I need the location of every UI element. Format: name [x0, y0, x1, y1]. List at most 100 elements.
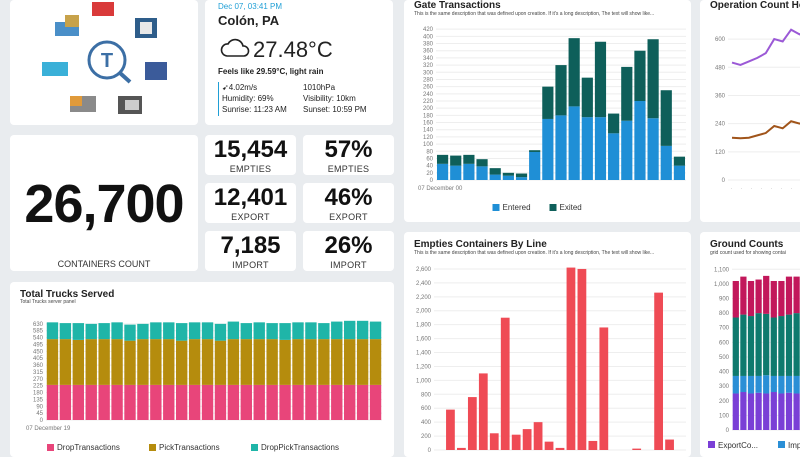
bar-segment: [785, 392, 793, 430]
bar-segment: [542, 118, 554, 180]
legend-label: DropTransactions: [57, 443, 120, 452]
bar-segment: [529, 151, 541, 180]
y-tick-label: 2,400: [416, 281, 432, 287]
bar-segment: [502, 175, 514, 180]
weather-sunset: Sunset: 10:59 PM: [303, 105, 367, 114]
bar-segment: [85, 339, 97, 385]
bar-segment: [621, 120, 633, 180]
legend-swatch: [549, 204, 557, 211]
bar-segment: [793, 375, 800, 394]
y-tick-label: 280: [423, 77, 434, 83]
stat-label: EXPORT: [329, 212, 368, 222]
y-tick-label: 585: [33, 329, 44, 335]
bar: [555, 447, 565, 450]
y-tick-label: 45: [36, 411, 43, 417]
bar-segment: [292, 322, 304, 340]
bar-segment: [344, 339, 356, 385]
y-tick-label: 540: [33, 336, 44, 342]
bar: [566, 267, 576, 450]
bar-segment: [266, 384, 278, 420]
bar-segment: [46, 384, 59, 420]
x-tick-label: ·: [759, 186, 765, 192]
y-tick-label: 2,600: [416, 267, 432, 273]
bar-segment: [785, 314, 793, 376]
y-tick-label: 200: [423, 106, 434, 112]
bar-segment: [253, 322, 265, 340]
y-tick-label: 400: [719, 370, 730, 376]
stat-value: 46%: [324, 184, 373, 211]
y-tick-label: 1,400: [416, 351, 432, 357]
y-tick-label: 0: [430, 178, 434, 184]
bar-segment: [111, 322, 123, 340]
containers-count-panel: 26,700 CONTAINERS COUNT: [10, 135, 198, 271]
chart-title: Empties Containers By Line: [414, 239, 547, 250]
bar-segment: [785, 375, 793, 393]
bar-segment: [770, 280, 777, 318]
y-tick-label: 420: [423, 27, 434, 33]
y-tick-label: 180: [33, 391, 44, 397]
bar-segment: [489, 174, 501, 180]
total-trucks-panel: Total Trucks Served Total Trucks server …: [10, 282, 394, 457]
y-tick-label: 140: [423, 128, 434, 134]
containers-count-value: 26,700: [24, 174, 184, 234]
bar-segment: [331, 339, 343, 385]
legend-swatch: [708, 441, 715, 448]
chart-subtitle: Total Trucks server panel: [20, 299, 76, 305]
bar-segment: [188, 322, 201, 340]
bar-segment: [150, 339, 162, 385]
bar: [446, 409, 455, 450]
bar-segment: [188, 339, 201, 385]
bar-segment: [214, 340, 227, 385]
bar-segment: [305, 339, 317, 385]
stat-label: EMPTIES: [229, 164, 272, 174]
bar-segment: [318, 339, 330, 385]
weather-location: Colón, PA: [218, 13, 280, 28]
bar-segment: [581, 77, 593, 118]
y-tick-label: 2,200: [416, 295, 432, 301]
bar: [533, 422, 543, 450]
bar-segment: [634, 50, 646, 101]
y-tick-label: 135: [33, 397, 44, 403]
stat-label: IMPORT: [232, 260, 269, 270]
y-tick-label: 1,000: [416, 378, 432, 384]
weather-wind-row: ➹4.02m/s: [222, 83, 257, 92]
bar-segment: [201, 339, 214, 385]
x-tick-label: ·: [769, 186, 775, 192]
bar-segment: [344, 320, 356, 340]
terminal-logo-icon: T: [42, 2, 167, 114]
bar-segment: [176, 323, 188, 341]
y-tick-label: 630: [33, 322, 44, 328]
y-tick-label: 340: [423, 56, 434, 62]
bar-segment: [673, 156, 686, 166]
y-tick-label: 800: [719, 311, 730, 317]
stat-label: IMPORT: [330, 260, 367, 270]
bar-segment: [59, 384, 72, 420]
stat-value: 57%: [324, 136, 373, 163]
y-tick-label: 270: [33, 377, 44, 383]
y-tick-label: 400: [423, 34, 434, 40]
y-tick-label: 80: [426, 149, 433, 155]
gate-transactions-panel: Gate Transactions This is the same descr…: [404, 0, 691, 222]
bar: [500, 317, 510, 450]
bar-segment: [266, 339, 278, 385]
bar-segment: [793, 276, 800, 314]
bar-segment: [594, 117, 607, 180]
bar-segment: [214, 323, 227, 341]
y-tick-label: 120: [715, 150, 726, 156]
y-tick-label: 2,000: [416, 309, 432, 315]
weather-wind: 4.02m/s: [228, 83, 258, 92]
y-tick-label: 0: [726, 428, 730, 434]
bar-segment: [740, 392, 747, 430]
empties-by-line-panel: Empties Containers By Line This is the s…: [404, 232, 691, 457]
y-tick-label: 315: [33, 370, 44, 376]
bar-segment: [85, 384, 97, 420]
bar-segment: [124, 324, 136, 341]
bar-segment: [785, 276, 793, 315]
bar: [467, 397, 477, 450]
y-tick-label: 1,600: [416, 337, 432, 343]
bar-segment: [529, 150, 541, 152]
bar-segment: [793, 393, 800, 430]
bar-segment: [111, 339, 123, 385]
bar-segment: [770, 317, 777, 376]
bar-segment: [318, 384, 330, 420]
